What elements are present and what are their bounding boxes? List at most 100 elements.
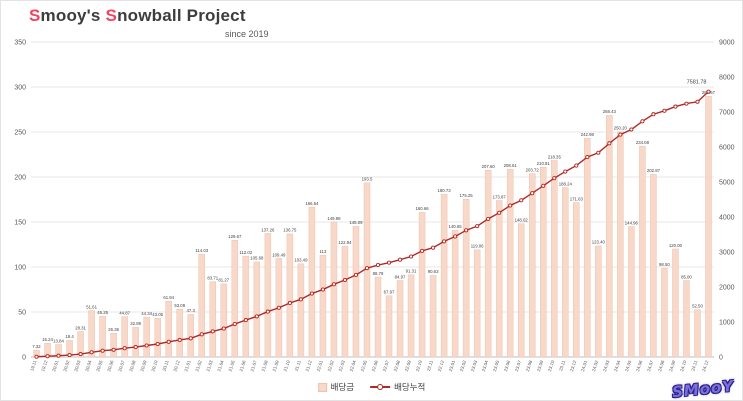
dividend-bar — [540, 167, 547, 358]
bar-value-label: 61.94 — [163, 295, 174, 300]
bar-value-label: 47.3 — [187, 308, 196, 313]
cumulative-marker — [475, 224, 480, 229]
x-axis-tick: 20.08 — [128, 359, 136, 372]
dividend-bar — [661, 268, 668, 358]
bar-value-label: 43.05 — [152, 312, 163, 317]
cumulative-marker — [210, 329, 215, 334]
dividend-bar — [440, 194, 448, 358]
cumulative-marker — [287, 300, 292, 306]
bar-value-label: 26.36 — [108, 327, 119, 332]
right-axis-tick: 1000 — [719, 320, 735, 327]
bar-value-label: 160.66 — [415, 206, 429, 211]
dividend-bar — [110, 333, 117, 358]
bar-value-label: 234.08 — [636, 140, 650, 145]
x-axis-tick: 19.11 — [29, 359, 37, 371]
dividend-bar — [407, 274, 415, 358]
x-axis-tick: 21.02 — [194, 359, 202, 372]
dividend-bar — [187, 314, 194, 358]
cumulative-marker — [364, 266, 370, 271]
chart-subtitle: since 2019 — [225, 29, 269, 39]
bar-value-label: 166.64 — [305, 201, 319, 206]
dividend-bar — [143, 316, 150, 358]
bar-value-label: 218.35 — [548, 154, 562, 159]
x-axis-tick: 23.09 — [536, 359, 544, 372]
cumulative-marker — [673, 104, 678, 109]
bar-value-label: 114.03 — [195, 248, 208, 253]
right-axis-tick: 0 — [719, 355, 723, 362]
cumulative-marker — [320, 287, 325, 292]
line-series-swatch-icon — [370, 384, 391, 390]
cumulative-marker — [177, 337, 182, 343]
dividend-bar — [286, 233, 294, 358]
x-axis-tick: 21.05 — [228, 359, 236, 372]
bar-value-label: 103.49 — [294, 258, 308, 263]
x-axis-tick: 24.08 — [657, 359, 665, 372]
x-axis-tick: 22.03 — [338, 359, 346, 372]
chart-legend: 배당금 배당누적 — [317, 381, 425, 393]
cumulative-marker — [309, 291, 314, 296]
cumulative-marker — [453, 234, 458, 239]
x-axis-tick: 23.08 — [525, 359, 533, 372]
title-text: mooy's — [40, 6, 106, 25]
cumulative-marker — [431, 245, 436, 250]
dividend-bar — [319, 255, 327, 358]
x-axis-tick: 24.05 — [624, 359, 632, 372]
dividend-bar — [551, 160, 558, 358]
dividend-bar — [639, 146, 646, 358]
dividend-bar — [705, 96, 712, 358]
bar-value-label: 120.00 — [669, 243, 683, 248]
x-axis-tick: 21.03 — [205, 359, 213, 372]
dividend-bar — [484, 169, 492, 358]
title-accent: S — [105, 6, 118, 25]
x-axis-tick: 23.10 — [547, 359, 555, 372]
title-accent: S — [29, 6, 41, 25]
x-axis-tick: 22.09 — [404, 359, 412, 372]
bar-value-label: 144.96 — [625, 220, 639, 225]
left-axis-tick: 350 — [14, 40, 26, 47]
x-axis-tick: 23.01 — [448, 359, 456, 372]
dividend-bar — [628, 226, 635, 358]
dividend-bar — [495, 200, 503, 358]
cumulative-marker — [78, 352, 83, 357]
x-axis-tick: 22.05 — [360, 359, 368, 372]
left-axis-tick: 100 — [14, 265, 26, 272]
cumulative-marker — [199, 332, 204, 337]
dividend-bar — [573, 202, 580, 358]
bar-value-label: 208.61 — [504, 163, 518, 168]
x-axis-tick: 24.09 — [668, 359, 676, 372]
bar-value-label: 203.72 — [526, 167, 540, 172]
right-axis-tick: 3000 — [719, 250, 735, 257]
x-axis-tick: 24.01 — [580, 359, 588, 372]
bar-value-label: 83.71 — [207, 275, 218, 280]
cumulative-marker — [486, 216, 491, 221]
x-axis-tick: 23.07 — [514, 359, 522, 372]
cumulative-marker — [596, 150, 601, 155]
dividend-bar — [352, 226, 360, 358]
dividend-bar — [220, 283, 228, 358]
bar-value-label: 202.87 — [647, 168, 661, 173]
bar-series-swatch-icon — [317, 382, 327, 392]
x-axis-tick: 24.04 — [613, 359, 621, 372]
x-axis-tick: 20.05 — [95, 359, 103, 372]
dividend-bar — [528, 173, 536, 358]
x-axis-tick: 22.10 — [415, 359, 423, 372]
x-axis-tick: 22.02 — [327, 359, 335, 372]
dividend-bar — [617, 131, 624, 358]
bar-value-label: 32.89 — [130, 321, 141, 326]
bar-value-label: 98.50 — [659, 262, 670, 267]
bar-value-label: 15.24 — [42, 337, 53, 342]
page-title: Smooy's Snowball Project — [29, 6, 246, 26]
bar-value-label: 113 — [319, 249, 326, 254]
cumulative-marker — [166, 339, 171, 344]
dividend-bar — [165, 301, 172, 358]
bar-value-label: 53.09 — [174, 303, 185, 308]
cumulative-marker — [254, 314, 259, 319]
cumulative-marker — [585, 155, 590, 160]
x-axis-tick: 23.12 — [569, 359, 577, 372]
dividend-bar — [264, 233, 272, 358]
x-axis-tick: 21.11 — [294, 359, 302, 371]
left-axis-tick: 250 — [14, 130, 26, 137]
cumulative-marker — [519, 198, 524, 203]
cumulative-marker — [243, 318, 248, 323]
cumulative-marker — [353, 272, 359, 277]
